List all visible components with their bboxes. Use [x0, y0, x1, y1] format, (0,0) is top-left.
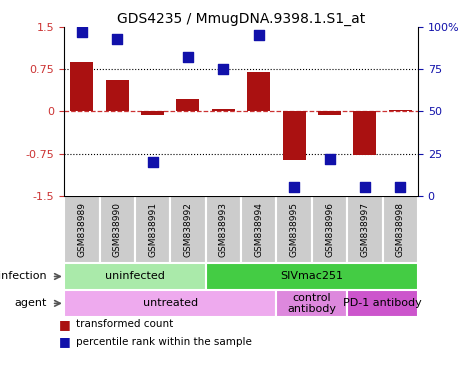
Text: percentile rank within the sample: percentile rank within the sample [76, 337, 252, 347]
Bar [383, 196, 418, 263]
Bar [318, 111, 341, 115]
Text: GSM838993: GSM838993 [219, 202, 228, 257]
Bar [206, 196, 241, 263]
Bar [241, 196, 276, 263]
Point [361, 184, 369, 190]
Bar [347, 290, 418, 317]
Bar [276, 196, 312, 263]
Text: GSM838991: GSM838991 [148, 202, 157, 257]
Bar [64, 196, 100, 263]
Bar [283, 111, 305, 161]
Text: GSM838997: GSM838997 [361, 202, 370, 257]
Title: GDS4235 / MmugDNA.9398.1.S1_at: GDS4235 / MmugDNA.9398.1.S1_at [117, 12, 365, 26]
Text: ■: ■ [59, 318, 71, 331]
Bar [312, 196, 347, 263]
Text: GSM838996: GSM838996 [325, 202, 334, 257]
Bar [141, 111, 164, 115]
Text: GSM838998: GSM838998 [396, 202, 405, 257]
Text: ■: ■ [59, 335, 71, 348]
Bar [276, 290, 347, 317]
Text: control
antibody: control antibody [287, 293, 336, 314]
Text: PD-1 antibody: PD-1 antibody [343, 298, 422, 308]
Point [326, 156, 333, 162]
Bar [99, 196, 135, 263]
Text: SIVmac251: SIVmac251 [280, 271, 343, 281]
Point [114, 36, 121, 42]
Text: GSM838994: GSM838994 [254, 202, 263, 257]
Text: transformed count: transformed count [76, 319, 173, 329]
Bar [347, 196, 383, 263]
Text: GSM838989: GSM838989 [77, 202, 86, 257]
Text: GSM838995: GSM838995 [290, 202, 299, 257]
Point [184, 54, 192, 60]
Point [149, 159, 156, 165]
Bar [70, 62, 93, 111]
Point [397, 184, 404, 190]
Bar [170, 196, 206, 263]
Bar [177, 99, 199, 111]
Bar [212, 109, 235, 111]
Bar [206, 263, 418, 290]
Bar [353, 111, 376, 155]
Text: GSM838992: GSM838992 [183, 202, 192, 257]
Bar [64, 290, 276, 317]
Point [78, 29, 86, 35]
Point [290, 184, 298, 190]
Text: uninfected: uninfected [105, 271, 165, 281]
Text: infection: infection [0, 271, 47, 281]
Bar [64, 263, 206, 290]
Text: agent: agent [14, 298, 47, 308]
Bar [106, 80, 129, 111]
Bar [135, 196, 171, 263]
Bar [389, 110, 412, 111]
Text: untreated: untreated [142, 298, 198, 308]
Point [219, 66, 227, 72]
Point [255, 32, 263, 38]
Text: GSM838990: GSM838990 [113, 202, 122, 257]
Bar [247, 72, 270, 111]
